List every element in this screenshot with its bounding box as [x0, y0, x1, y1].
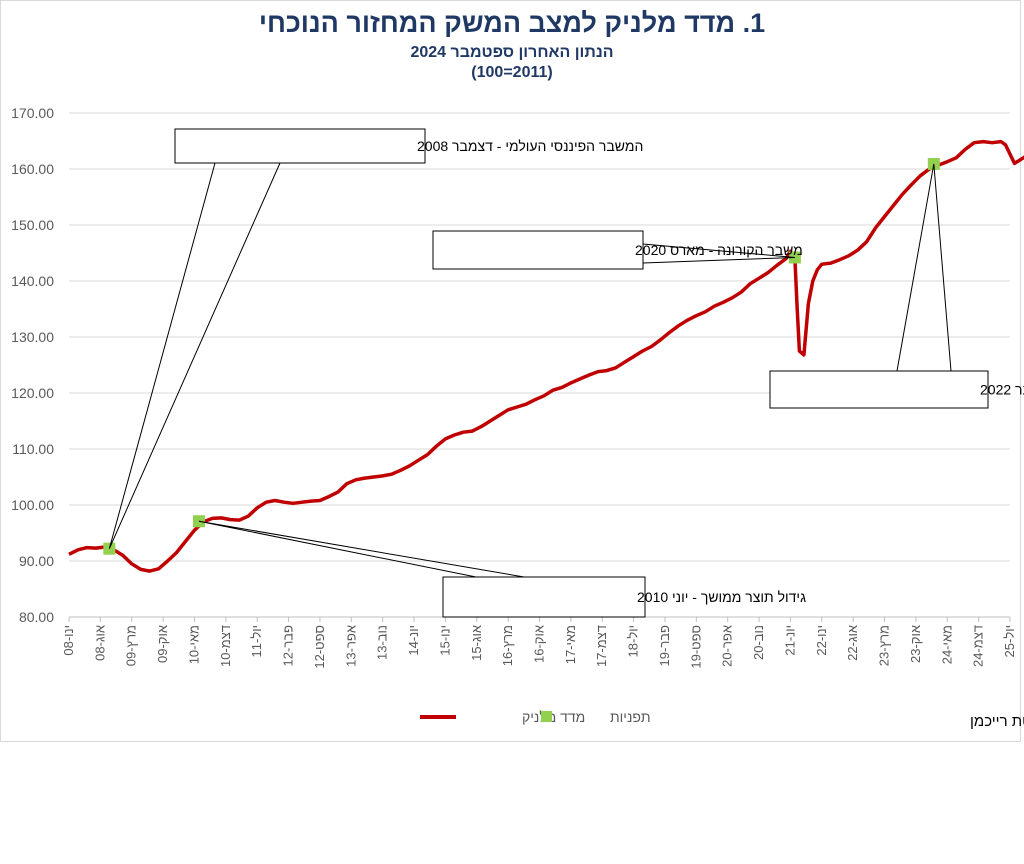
x-tick-label: אוק-16 — [532, 625, 547, 663]
x-tick-label: דצמ-10 — [218, 625, 233, 667]
x-tick-label: דצמ-17 — [594, 625, 609, 667]
legend-series-label: מדד מלניק — [522, 709, 585, 725]
callout-leader — [198, 520, 525, 578]
x-tick-label: יול-25 — [1002, 625, 1017, 657]
legend: מדד מלניק תפניות — [420, 709, 651, 725]
x-tick-label: יול-18 — [626, 625, 641, 657]
callout-label: משבר הקורונה - מארס 2020 — [635, 242, 803, 258]
x-tick-label: מאי-17 — [563, 625, 578, 664]
credit-text: פרופ' רפי מלניק, אוניברסיטת רייכמן — [970, 713, 1024, 730]
x-tick-label: יול-11 — [249, 625, 264, 657]
x-tick-label: פבר-19 — [657, 625, 672, 667]
chart-title: 1. מדד מלניק למצב המשק המחזור הנוכחי — [258, 8, 766, 38]
x-tick-label: מרץ-09 — [124, 625, 139, 666]
callout-label: המשבר הפיננסי העולמי - דצמבר 2008 — [417, 138, 643, 154]
x-tick-label: יונ-14 — [406, 625, 421, 656]
x-tick-label: אפר-20 — [720, 625, 735, 667]
x-tick-label: נוב-20 — [751, 625, 766, 660]
x-tick-label: ינו-15 — [437, 625, 452, 656]
x-tick-label: אוג-15 — [469, 625, 484, 661]
x-tick-label: מרץ-16 — [500, 625, 515, 666]
y-tick-label: 140.00 — [11, 273, 54, 289]
x-tick-label: מאי-24 — [939, 625, 954, 664]
callout-label: גידול תוצר ממושך - יוני 2010 — [637, 589, 806, 605]
callout-leader — [108, 162, 281, 549]
series-layer — [68, 139, 1024, 573]
gridlines — [69, 112, 1010, 618]
callout-label: המחזור הנוכחי - ספטמבר 2022 — [980, 382, 1024, 398]
callout-box — [442, 576, 646, 618]
y-tick-label: 170.00 — [11, 105, 54, 121]
y-tick-label: 160.00 — [11, 161, 54, 177]
x-tick-label: אוג-22 — [845, 625, 860, 661]
callout-box — [174, 128, 426, 164]
x-axis-ticks: ינו-08 אוג-08 מרץ-09 אוק-09 מאי-10 דצמ-10 יול-… — [61, 617, 1017, 669]
legend-markers-label: תפניות — [610, 709, 651, 725]
y-axis-ticks: 80.00 90.00 100.00 110.00 120.00 130.00 140.00… — [11, 105, 54, 625]
callouts-layer: המשבר הפיננסי העולמי - דצמבר 2008 גידול ת… — [108, 128, 1024, 618]
x-tick-label: ספט-12 — [312, 625, 327, 669]
x-tick-label: פבר-12 — [281, 625, 296, 667]
y-tick-label: 130.00 — [11, 329, 54, 345]
chart-subtitle-date: הנתון האחרון ספטמבר 2024 — [410, 44, 614, 61]
callout-leader — [642, 243, 795, 264]
x-tick-label: ינו-08 — [61, 625, 76, 656]
x-tick-label: מאי-10 — [186, 625, 201, 664]
x-tick-label: ינו-22 — [814, 625, 829, 656]
chart-frame — [0, 0, 1021, 742]
legend-marker-swatch — [541, 711, 552, 722]
x-tick-label: ספט-19 — [688, 625, 703, 669]
x-tick-label: אפר-13 — [343, 625, 358, 667]
x-tick-label: נוב-13 — [375, 625, 390, 660]
x-tick-label: דצמ-24 — [971, 625, 986, 667]
x-tick-label: אוק-23 — [908, 625, 923, 663]
y-tick-label: 90.00 — [19, 553, 54, 569]
x-tick-label: אוק-09 — [155, 625, 170, 663]
y-tick-label: 100.00 — [11, 497, 54, 513]
callout-leader — [896, 163, 952, 372]
callout-box — [432, 230, 644, 270]
y-tick-label: 110.00 — [12, 441, 54, 457]
x-tick-label: יונ-21 — [782, 625, 797, 656]
y-tick-label: 80.00 — [19, 609, 54, 625]
chart-subtitle-base: (100=2011) — [471, 64, 553, 81]
x-tick-label: מרץ-23 — [877, 625, 892, 666]
series-line-melnick-index — [68, 139, 1024, 573]
x-tick-label: אוג-08 — [92, 625, 107, 661]
y-tick-label: 150.00 — [11, 217, 54, 233]
y-tick-label: 120.00 — [11, 385, 54, 401]
callout-box — [769, 370, 989, 409]
